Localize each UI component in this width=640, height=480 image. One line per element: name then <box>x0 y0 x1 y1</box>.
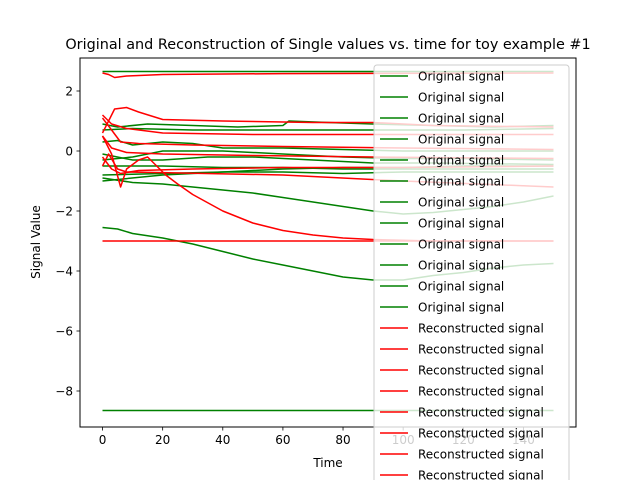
legend-label: Reconstructed signal <box>418 364 544 378</box>
legend-label: Original signal <box>418 259 504 273</box>
legend-label: Original signal <box>418 301 504 315</box>
legend-label: Original signal <box>418 70 504 84</box>
legend-label: Reconstructed signal <box>418 427 544 441</box>
legend-label: Original signal <box>418 280 504 294</box>
legend-label: Original signal <box>418 217 504 231</box>
chart-title: Original and Reconstruction of Single va… <box>65 37 590 53</box>
legend-label: Original signal <box>418 175 504 189</box>
legend: Original signal Original signal Original s… <box>374 65 569 480</box>
legend-label: Reconstructed signal <box>418 385 544 399</box>
legend-label: Reconstructed signal <box>418 343 544 357</box>
legend-label: Original signal <box>418 112 504 126</box>
y-tick-label: −2 <box>55 205 73 219</box>
x-tick-label: 40 <box>215 433 230 447</box>
y-tick-label: 0 <box>65 145 73 159</box>
y-tick-label: −8 <box>55 385 73 399</box>
legend-label: Reconstructed signal <box>418 469 544 480</box>
legend-label: Original signal <box>418 133 504 147</box>
legend-label: Original signal <box>418 238 504 252</box>
legend-label: Original signal <box>418 91 504 105</box>
legend-label: Original signal <box>418 196 504 210</box>
y-tick-label: 2 <box>65 85 73 99</box>
y-tick-label: −4 <box>55 265 73 279</box>
x-axis-label: Time <box>312 456 342 470</box>
legend-label: Reconstructed signal <box>418 322 544 336</box>
legend-label: Original signal <box>418 154 504 168</box>
x-tick-label: 60 <box>275 433 290 447</box>
legend-label: Reconstructed signal <box>418 406 544 420</box>
x-tick-label: 0 <box>99 433 107 447</box>
legend-label: Reconstructed signal <box>418 448 544 462</box>
x-tick-label: 80 <box>335 433 350 447</box>
x-tick-label: 20 <box>155 433 170 447</box>
y-axis-label: Signal Value <box>29 205 43 279</box>
y-tick-label: −6 <box>55 325 73 339</box>
